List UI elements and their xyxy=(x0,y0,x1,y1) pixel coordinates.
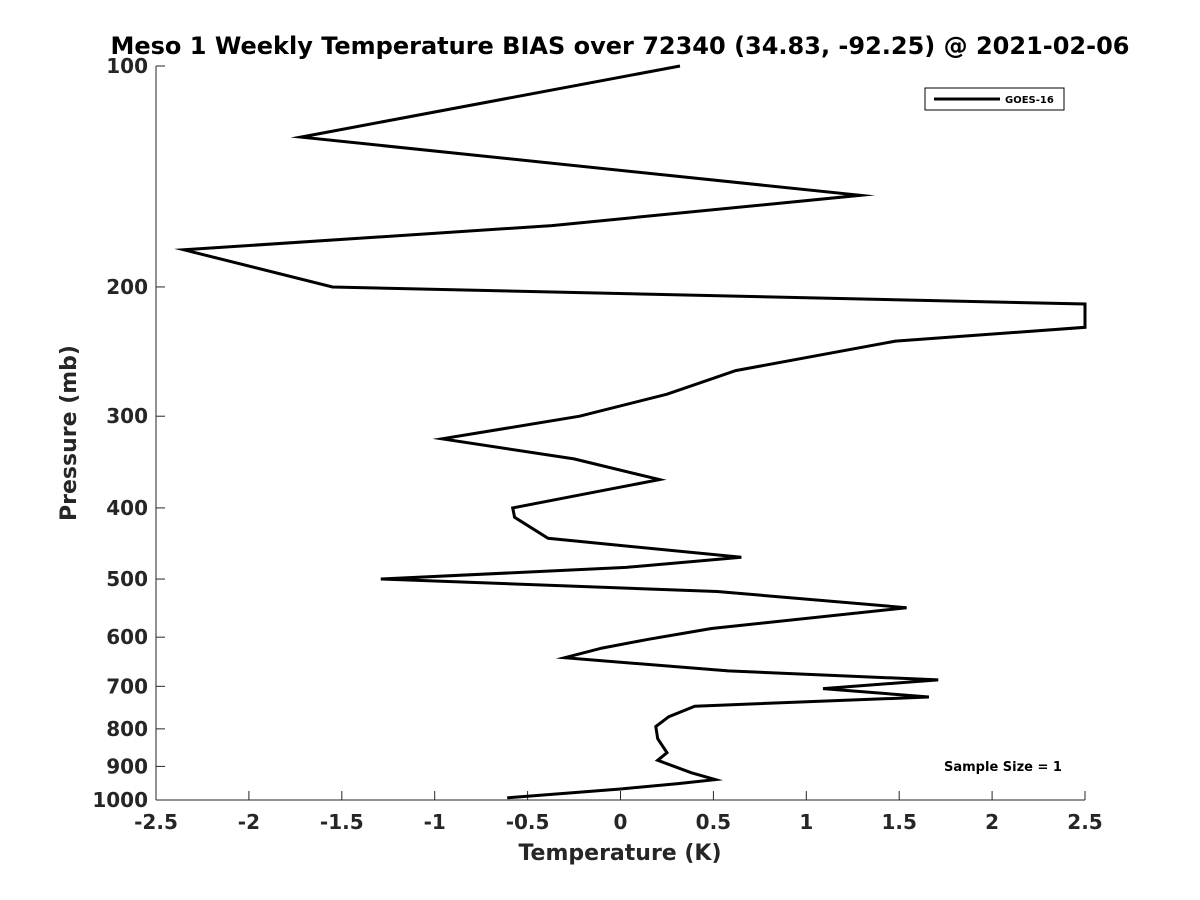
y-tick-label: 900 xyxy=(106,754,148,778)
x-tick-label: 0.5 xyxy=(696,810,731,834)
chart-title: Meso 1 Weekly Temperature BIAS over 7234… xyxy=(110,32,1129,60)
y-tick-label: 400 xyxy=(106,496,148,520)
x-tick-label: 1.5 xyxy=(881,810,916,834)
series-line-goes-16 xyxy=(174,64,1087,800)
x-ticks: -2.5 -2 -1.5 -1 -0.5 0 0.5 1 1.5 2 2.5 xyxy=(134,791,1103,834)
x-tick-label: -2 xyxy=(238,810,260,834)
x-tick-label: -2.5 xyxy=(134,810,178,834)
x-tick-label: -1 xyxy=(424,810,446,834)
x-tick-label: -1.5 xyxy=(320,810,364,834)
y-tick-label: 600 xyxy=(106,625,148,649)
y-tick-label: 200 xyxy=(106,275,148,299)
x-tick-label: 0 xyxy=(614,810,628,834)
y-tick-label: 1000 xyxy=(92,788,148,812)
x-tick-label: 1 xyxy=(799,810,813,834)
y-tick-label: 100 xyxy=(106,54,148,78)
x-tick-label: -0.5 xyxy=(506,810,550,834)
y-tick-label: 800 xyxy=(106,717,148,741)
x-tick-label: 2 xyxy=(985,810,999,834)
sample-size-annotation: Sample Size = 1 xyxy=(944,760,1062,775)
x-tick-label: 2.5 xyxy=(1067,810,1102,834)
y-ticks: 100 200 300 400 500 600 700 800 900 1000 xyxy=(92,54,165,812)
y-axis-label: Pressure (mb) xyxy=(57,345,82,521)
x-axis-label: Temperature (K) xyxy=(518,841,721,866)
legend: GOES-16 xyxy=(924,87,1065,111)
y-tick-label: 500 xyxy=(106,567,148,591)
y-tick-label: 700 xyxy=(106,674,148,698)
y-tick-label: 300 xyxy=(106,404,148,428)
legend-label: GOES-16 xyxy=(1005,95,1054,106)
series-layer xyxy=(174,64,1087,800)
plot-area xyxy=(155,66,1085,801)
